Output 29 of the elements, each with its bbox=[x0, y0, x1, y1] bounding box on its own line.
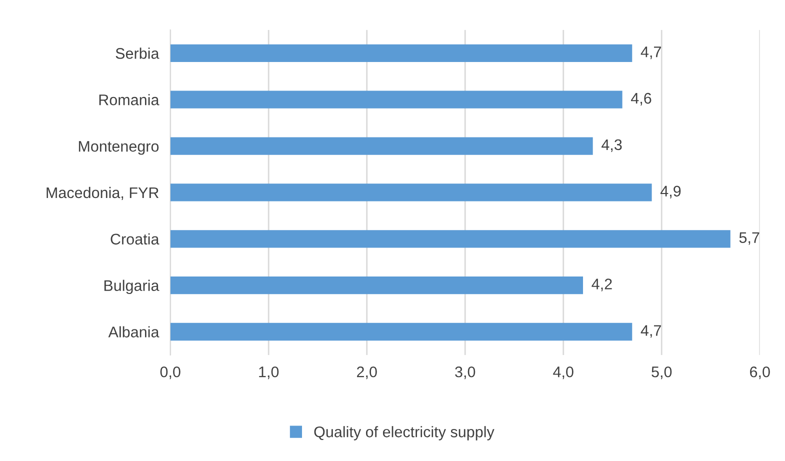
data-label: 4,3 bbox=[602, 139, 622, 152]
data-label: 5,7 bbox=[739, 232, 760, 245]
bar bbox=[170, 322, 632, 341]
y-tick-label: Albania bbox=[108, 326, 160, 338]
y-tick-label: Serbia bbox=[116, 48, 160, 59]
x-tick-label: 5,0 bbox=[652, 366, 672, 380]
bar bbox=[170, 137, 593, 155]
y-tick-label: Romania bbox=[99, 94, 160, 106]
data-label: 4,7 bbox=[640, 325, 661, 338]
bar bbox=[170, 44, 632, 62]
x-tick-label: 6,0 bbox=[750, 366, 770, 380]
y-tick-label: Macedonia, FYR bbox=[46, 186, 159, 200]
bar bbox=[170, 184, 652, 202]
bar bbox=[170, 90, 622, 108]
data-label: 4,9 bbox=[660, 186, 681, 198]
bar bbox=[170, 276, 584, 294]
x-tick-label: 0,0 bbox=[160, 366, 180, 380]
y-tick-label: Bulgaria bbox=[104, 280, 160, 294]
x-tick-label: 3,0 bbox=[455, 366, 476, 380]
data-label: 4,2 bbox=[592, 278, 612, 292]
legend-label: Quality of electricity supply bbox=[314, 426, 494, 440]
x-tick-label: 4,0 bbox=[553, 366, 574, 380]
x-tick-label: 1,0 bbox=[259, 366, 279, 380]
y-tick-label: Croatia bbox=[110, 233, 160, 245]
x-tick-label: 2,0 bbox=[357, 366, 377, 380]
y-tick-label: Montenegro bbox=[78, 141, 159, 155]
data-label: 4,6 bbox=[631, 92, 652, 106]
bar bbox=[170, 230, 730, 248]
data-label: 4,7 bbox=[640, 46, 661, 60]
